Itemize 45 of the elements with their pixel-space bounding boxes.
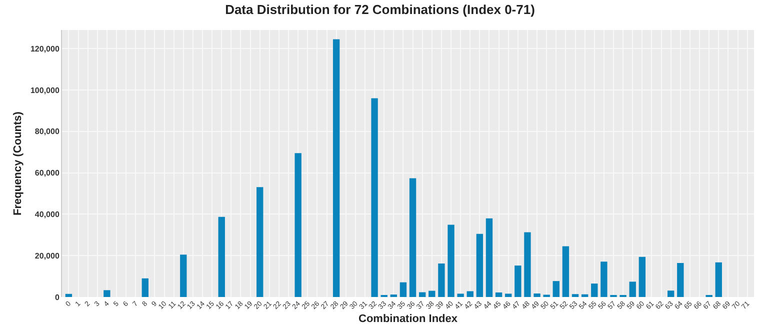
bar xyxy=(409,178,416,297)
y-tick-label: 120,000 xyxy=(30,44,60,54)
bar xyxy=(629,282,636,297)
y-tick-label: 0 xyxy=(54,292,60,302)
bar xyxy=(476,234,484,297)
bar xyxy=(294,153,302,297)
bar xyxy=(591,284,598,297)
bar xyxy=(581,294,588,297)
bar xyxy=(438,263,445,297)
bar xyxy=(448,224,454,297)
bar xyxy=(428,290,436,297)
bar xyxy=(466,291,474,297)
bar xyxy=(600,262,608,297)
bar xyxy=(142,278,148,297)
bar xyxy=(218,216,225,297)
bar xyxy=(65,294,72,297)
bar xyxy=(400,282,407,297)
bar xyxy=(562,246,570,297)
y-tick-label: 40,000 xyxy=(34,210,60,220)
bar xyxy=(495,292,502,297)
chart-title: Data Distribution for 72 Combinations (Index 0-71) xyxy=(225,2,535,18)
bar xyxy=(715,262,722,297)
bar xyxy=(505,294,512,297)
bar xyxy=(552,281,560,297)
bar xyxy=(638,256,646,297)
y-tick-label: 60,000 xyxy=(34,168,60,178)
bar xyxy=(457,294,464,297)
bar xyxy=(514,266,522,297)
bar xyxy=(677,263,684,297)
y-tick-label: 100,000 xyxy=(30,86,60,95)
bar xyxy=(256,187,264,297)
bar xyxy=(418,292,426,297)
bar xyxy=(572,294,579,297)
bar xyxy=(524,232,531,297)
bar xyxy=(668,290,674,297)
bar xyxy=(104,290,110,297)
bar xyxy=(371,98,378,297)
bar xyxy=(332,39,340,297)
y-tick-label: 20,000 xyxy=(34,251,60,260)
y-axis-title: Frequency (Counts) xyxy=(12,111,24,216)
bar xyxy=(486,218,493,297)
x-axis-title: Combination Index xyxy=(358,313,458,326)
bar xyxy=(180,254,187,297)
y-tick-label: 80,000 xyxy=(34,127,60,136)
bar xyxy=(534,293,540,297)
